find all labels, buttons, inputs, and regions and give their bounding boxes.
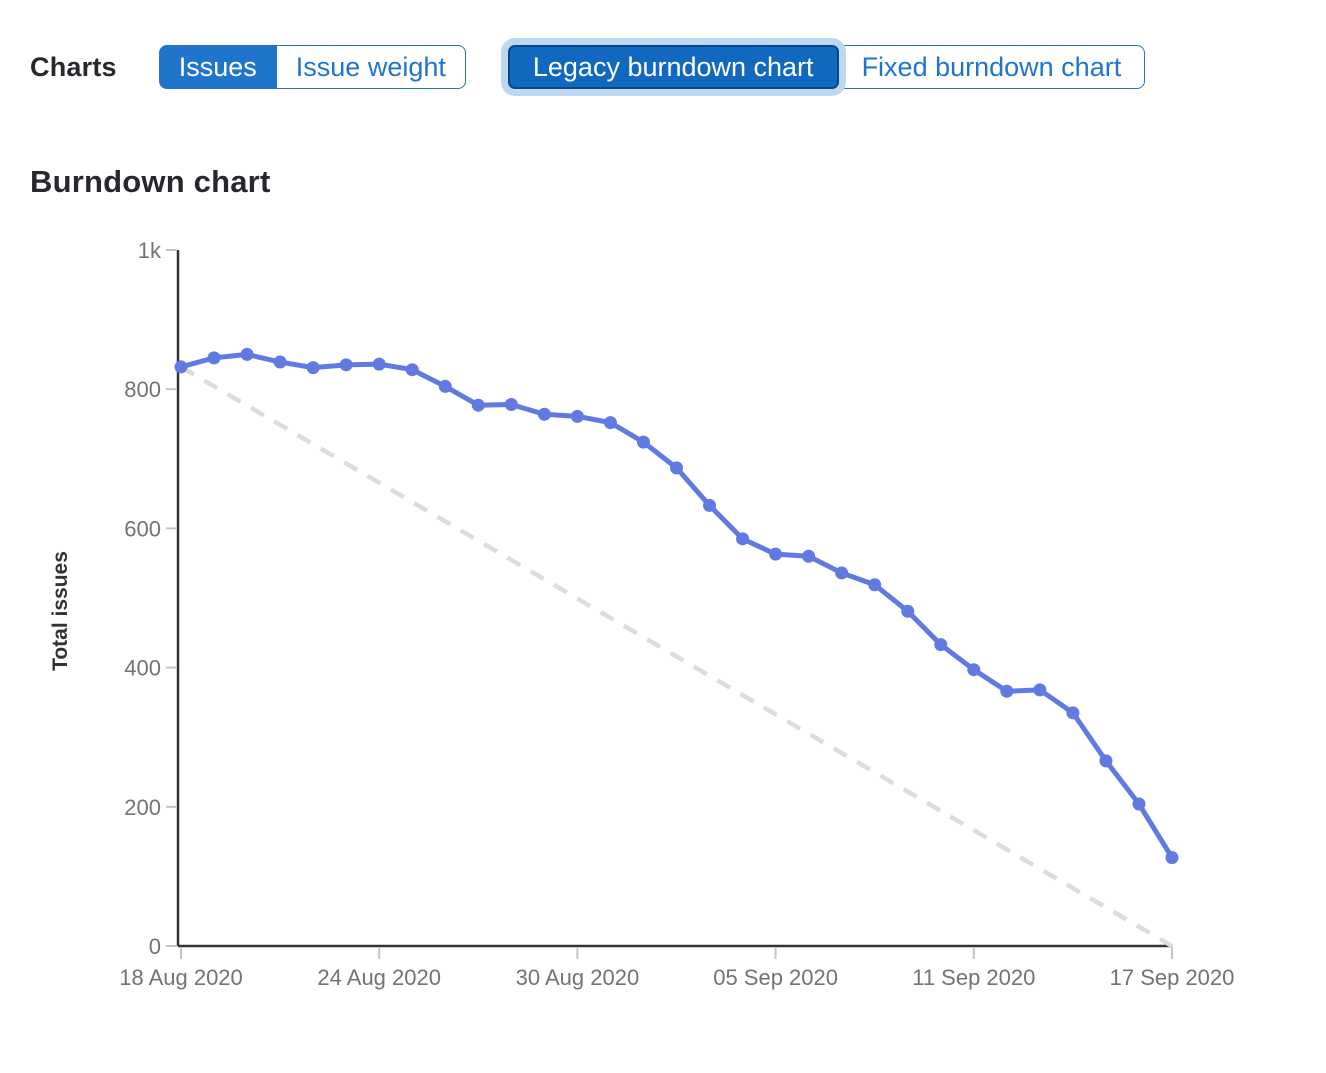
data-point[interactable]: [703, 499, 717, 513]
y-axis-title: Total issues: [49, 551, 72, 671]
x-axis-tick-label: 18 Aug 2020: [119, 965, 243, 990]
y-axis-tick-label: 400: [124, 656, 161, 681]
data-point[interactable]: [1000, 684, 1014, 698]
metric-toggle-group: Issues Issue weight: [158, 45, 466, 89]
data-point[interactable]: [240, 348, 254, 362]
ideal-burndown-guideline: [179, 365, 1174, 949]
data-point[interactable]: [306, 361, 320, 375]
legacy-burndown-chart-button[interactable]: Legacy burndown chart: [507, 45, 839, 89]
x-axis-tick-label: 17 Sep 2020: [1110, 965, 1235, 990]
data-point[interactable]: [835, 566, 849, 580]
data-point[interactable]: [1033, 683, 1047, 697]
data-point[interactable]: [670, 461, 683, 475]
data-point[interactable]: [504, 398, 518, 412]
burndown-chart: 0 200 400 600 800 1k 18 Aug 2020 24 Aug 2020 30 …: [49, 238, 1235, 990]
fixed-burndown-chart-button[interactable]: Fixed burndown chart: [837, 45, 1146, 89]
data-point[interactable]: [339, 358, 353, 372]
charts-label: Charts: [30, 51, 117, 82]
data-point[interactable]: [405, 363, 419, 377]
x-axis-tick-label: 11 Sep 2020: [912, 965, 1035, 990]
data-point[interactable]: [1066, 706, 1080, 720]
page-title: Burndown chart: [30, 164, 271, 199]
data-point[interactable]: [901, 604, 915, 618]
x-axis-tick-label: 30 Aug 2020: [516, 965, 640, 990]
data-point[interactable]: [802, 549, 816, 563]
data-point[interactable]: [570, 410, 584, 424]
charts-toolbar: Charts Issues Issue weight Legacy burndo…: [30, 45, 1326, 89]
data-point[interactable]: [603, 416, 617, 430]
data-point[interactable]: [174, 360, 188, 374]
data-point[interactable]: [1165, 851, 1179, 865]
y-axis-tick-label: 800: [124, 377, 161, 402]
total-issues-line: [178, 352, 1175, 861]
chart-type-toggle-group: Legacy burndown chart Fixed burndown cha…: [507, 45, 1146, 89]
burndown-chart-page: Charts Issues Issue weight Legacy burndo…: [0, 45, 1326, 1019]
data-point[interactable]: [372, 357, 386, 371]
data-point[interactable]: [868, 578, 882, 592]
data-point[interactable]: [636, 435, 650, 449]
data-point[interactable]: [769, 547, 783, 561]
y-axis-tick-label: 200: [124, 795, 161, 820]
data-point[interactable]: [967, 663, 981, 677]
data-point[interactable]: [438, 380, 452, 394]
y-axis-tick-label: 1k: [138, 238, 162, 263]
issues-toggle-button[interactable]: Issues: [158, 45, 277, 89]
data-point[interactable]: [471, 398, 485, 412]
x-axis-tick-label: 05 Sep 2020: [713, 965, 838, 990]
data-point[interactable]: [207, 351, 221, 365]
x-axis-tick-label: 24 Aug 2020: [317, 965, 441, 990]
data-point[interactable]: [736, 532, 750, 546]
data-point[interactable]: [537, 407, 551, 421]
y-axis-tick-label: 600: [124, 517, 161, 542]
data-point[interactable]: [273, 355, 287, 369]
data-point[interactable]: [934, 638, 948, 652]
issue-weight-toggle-button[interactable]: Issue weight: [275, 45, 466, 89]
data-point[interactable]: [1099, 754, 1113, 768]
y-axis-tick-label: 0: [149, 934, 161, 959]
data-point[interactable]: [1132, 797, 1146, 811]
